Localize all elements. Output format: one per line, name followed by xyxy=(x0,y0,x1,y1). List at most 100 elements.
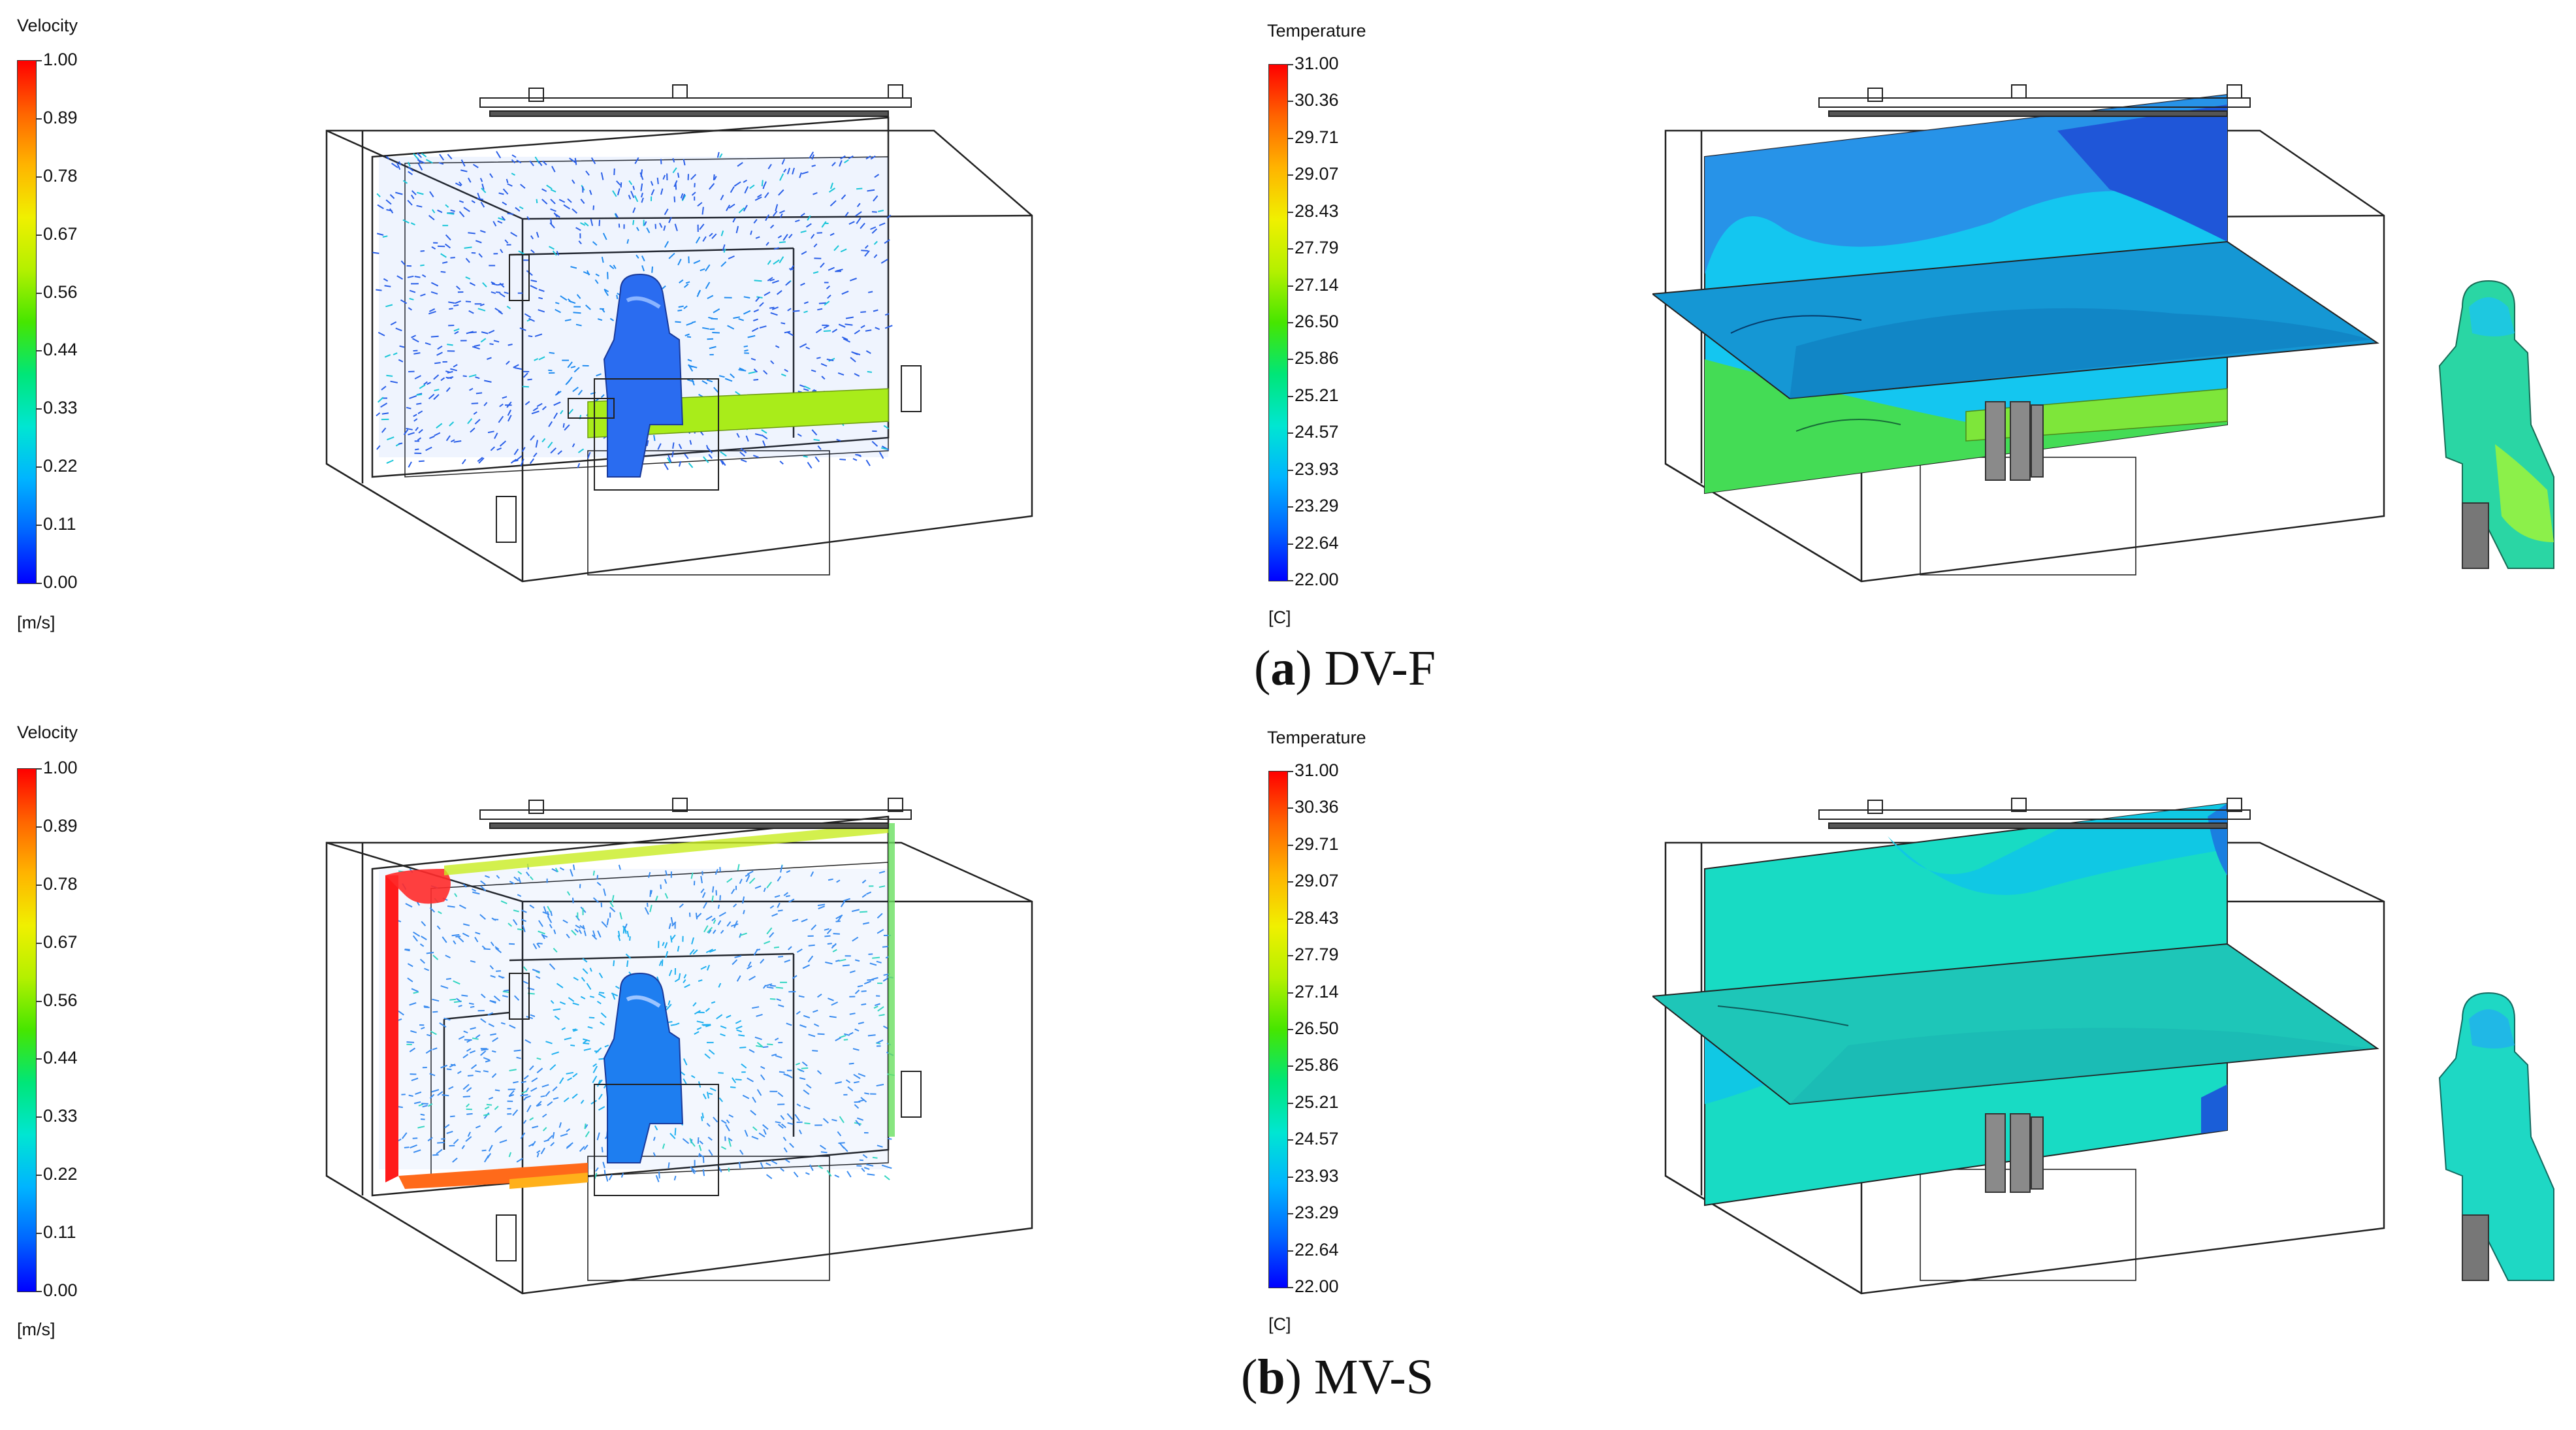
velocity-vector xyxy=(801,918,808,922)
velocity-vector xyxy=(489,999,496,1004)
velocity-vector xyxy=(817,308,823,311)
velocity-vector xyxy=(470,427,475,433)
velocity-vector xyxy=(781,1123,786,1128)
velocity-vector xyxy=(421,152,427,157)
velocity-vector xyxy=(873,240,878,245)
velocity-vector xyxy=(444,1124,450,1129)
velocity-vector xyxy=(463,1030,468,1033)
velocity-vector xyxy=(472,163,479,169)
velocity-vector xyxy=(550,1142,555,1146)
velocity-vector xyxy=(460,159,466,167)
velocity-vector xyxy=(622,925,627,932)
velocity-vector xyxy=(841,290,849,295)
velocity-vector xyxy=(771,280,779,284)
velocity-vector xyxy=(634,195,639,203)
velocity-vector xyxy=(406,1041,415,1043)
legend-tick-mark xyxy=(1288,1250,1293,1252)
velocity-vector xyxy=(728,203,735,209)
velocity-vector xyxy=(517,871,523,875)
velocity-vector xyxy=(595,1047,602,1054)
velocity-vector xyxy=(816,357,821,359)
velocity-vector xyxy=(523,981,529,984)
human-model xyxy=(603,273,684,478)
velocity-vector xyxy=(530,280,538,282)
velocity-vector xyxy=(513,1049,521,1052)
velocity-vector xyxy=(519,327,526,331)
legend-tick-mark xyxy=(37,176,42,178)
velocity-vector xyxy=(671,921,677,927)
velocity-vector xyxy=(859,911,868,913)
velocity-vector xyxy=(630,191,635,199)
velocity-vector xyxy=(753,949,758,956)
velocity-vector xyxy=(547,915,553,924)
velocity-vector xyxy=(775,345,780,348)
velocity-vector xyxy=(484,1106,490,1110)
velocity-vector xyxy=(832,949,837,952)
velocity-vector xyxy=(777,1124,784,1129)
velocity-vector xyxy=(683,974,687,979)
velocity-vector xyxy=(775,1121,781,1124)
velocity-vector xyxy=(529,458,535,464)
legend-tick-mark xyxy=(37,466,42,468)
velocity-vector xyxy=(494,1105,499,1111)
velocity-vector xyxy=(396,275,403,280)
velocity-vector xyxy=(804,385,811,390)
velocity-vector xyxy=(782,1137,787,1141)
velocity-vector xyxy=(488,1145,493,1152)
velocity-vector xyxy=(530,1087,538,1092)
velocity-vector xyxy=(783,1073,790,1077)
velocity-vector xyxy=(600,1021,605,1026)
velocity-vector xyxy=(478,457,485,464)
velocity-vector xyxy=(861,250,868,252)
velocity-vector xyxy=(421,1118,425,1120)
velocity-vector xyxy=(734,955,742,958)
velocity-vector xyxy=(553,929,556,935)
velocity-vector xyxy=(779,461,784,465)
velocity-vector xyxy=(824,928,829,931)
legend-tick-label: 22.64 xyxy=(1295,1239,1339,1259)
velocity-vector xyxy=(742,896,745,904)
velocity-vector xyxy=(664,942,668,949)
velocity-vector xyxy=(471,200,475,204)
velocity-vector xyxy=(657,443,662,450)
legend-tick-mark xyxy=(37,1058,42,1060)
velocity-vector xyxy=(604,288,609,293)
velocity-vector xyxy=(767,276,773,282)
velocity-vector xyxy=(413,352,421,355)
velocity-vector xyxy=(465,257,470,263)
velocity-vector xyxy=(735,391,741,396)
velocity-vector xyxy=(813,1009,818,1013)
velocity-vector xyxy=(523,1120,527,1124)
velocity-vector xyxy=(854,1101,861,1103)
velocity-vector xyxy=(467,1075,474,1077)
velocity-vector xyxy=(592,1065,598,1073)
velocity-vector xyxy=(831,161,836,167)
velocity-vector xyxy=(865,459,871,466)
velocity-vector xyxy=(609,317,615,321)
velocity-vector xyxy=(873,254,878,259)
velocity-vector xyxy=(643,221,647,226)
velocity-vector xyxy=(432,209,436,214)
velocity-vector xyxy=(650,181,654,186)
velocity-vector xyxy=(826,285,830,289)
velocity-vector xyxy=(821,221,827,228)
velocity-vector xyxy=(449,308,453,310)
velocity-vector xyxy=(494,432,498,439)
velocity-vector xyxy=(499,293,506,298)
velocity-vector xyxy=(760,1065,765,1069)
velocity-vector xyxy=(883,425,890,430)
velocity-vector xyxy=(736,432,740,438)
velocity-vector xyxy=(681,193,686,201)
velocity-vector xyxy=(538,920,543,928)
velocity-vector xyxy=(380,402,388,408)
velocity-vector xyxy=(765,1162,771,1166)
velocity-vector xyxy=(841,194,846,200)
legend-tick-mark xyxy=(37,826,42,828)
velocity-vector xyxy=(520,1094,528,1097)
legend-tick-label: 1.00 xyxy=(43,50,78,69)
velocity-vector xyxy=(780,213,783,218)
velocity-vector xyxy=(497,283,504,286)
velocity-vector xyxy=(409,289,416,293)
velocity-vector xyxy=(402,219,410,224)
velocity-vector xyxy=(671,451,674,458)
